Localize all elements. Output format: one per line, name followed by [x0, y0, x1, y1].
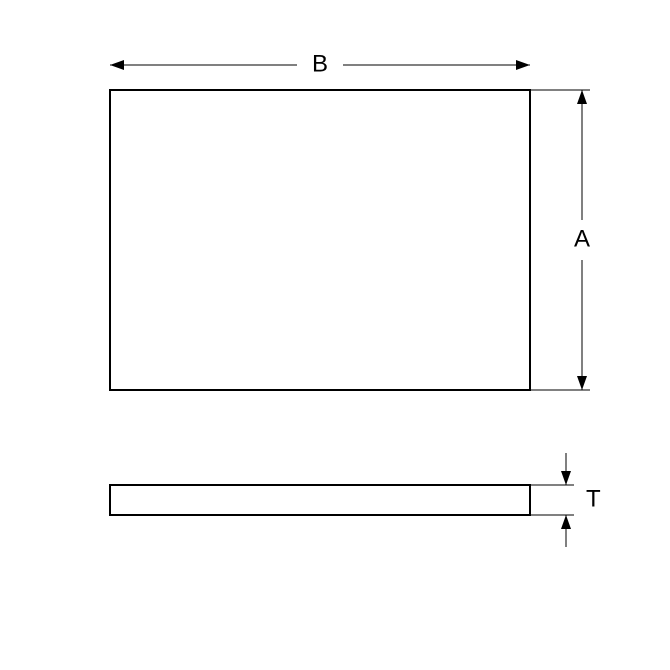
top-plate	[110, 90, 530, 390]
dim-label-t: T	[586, 485, 601, 512]
dimension-diagram: B A T	[0, 0, 670, 670]
dim-label-a: A	[574, 225, 590, 252]
side-plate	[110, 485, 530, 515]
dim-label-b: B	[312, 50, 328, 77]
